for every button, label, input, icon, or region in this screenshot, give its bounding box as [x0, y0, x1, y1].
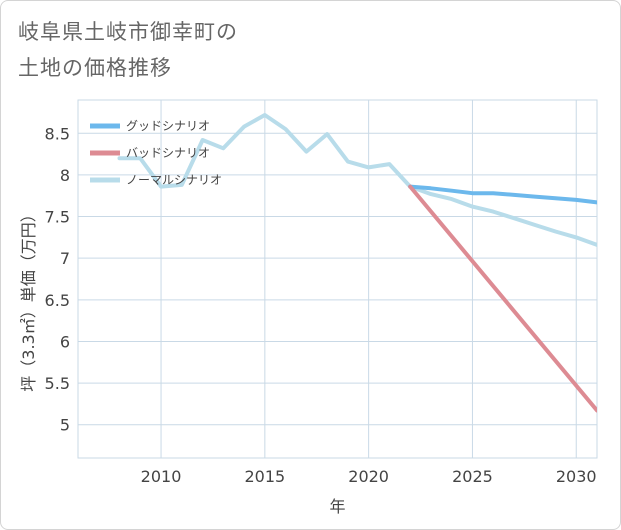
y-tick-label: 5	[60, 416, 70, 435]
series-line	[408, 184, 597, 205]
x-tick-label: 2010	[141, 467, 182, 486]
legend-label: バッドシナリオ	[126, 146, 210, 160]
y-tick-label: 6	[60, 332, 70, 351]
x-axis-title: 年	[329, 497, 345, 516]
y-tick-label: 8.5	[45, 124, 70, 143]
y-tick-label: 8	[60, 166, 70, 185]
x-tick-label: 2015	[244, 467, 285, 486]
legend-label: ノーマルシナリオ	[126, 173, 222, 187]
y-tick-label: 7.5	[45, 208, 70, 227]
y-tick-label: 7	[60, 249, 70, 268]
title-line-2: 土地の価格推移	[18, 56, 172, 80]
series-line	[117, 113, 597, 247]
series-line	[408, 184, 597, 413]
x-tick-label: 2025	[452, 467, 493, 486]
y-tick-label: 6.5	[45, 291, 70, 310]
legend-label: グッドシナリオ	[126, 119, 210, 133]
y-axis-title: 坪（3.3㎡）単価（万円）	[19, 206, 38, 391]
x-tick-label: 2020	[348, 467, 389, 486]
chart-title: 岐阜県土岐市御幸町の 土地の価格推移	[18, 14, 238, 86]
y-tick-label: 5.5	[45, 374, 70, 393]
x-tick-label: 2030	[556, 467, 597, 486]
plot-frame	[77, 99, 598, 459]
title-line-1: 岐阜県土岐市御幸町の	[18, 20, 238, 44]
